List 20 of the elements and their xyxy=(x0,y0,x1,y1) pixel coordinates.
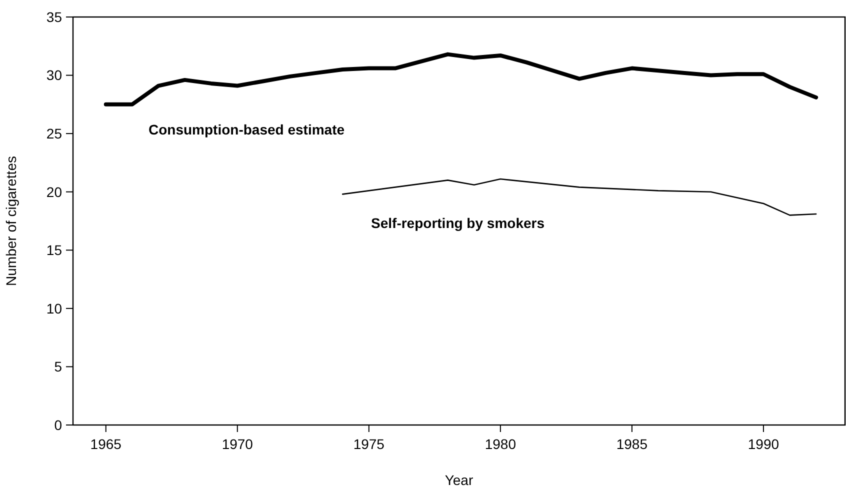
series-label: Self-reporting by smokers xyxy=(371,215,545,232)
y-tick-label: 25 xyxy=(46,125,62,142)
x-tick-label: 1970 xyxy=(222,436,254,452)
line-series xyxy=(342,178,817,216)
x-axis-title: Year xyxy=(444,472,474,488)
x-tick-label: 1975 xyxy=(353,436,385,452)
y-tick-label: 5 xyxy=(54,358,62,375)
x-tick-label: 1965 xyxy=(90,436,122,452)
series-label: Consumption-based estimate xyxy=(148,121,345,138)
x-tick-label: 1980 xyxy=(484,436,516,452)
y-tick-label: 30 xyxy=(46,67,62,84)
x-tick-label: 1990 xyxy=(748,436,780,452)
x-tick-label: 1985 xyxy=(616,436,648,452)
line-series xyxy=(104,52,818,106)
y-tick-label: 0 xyxy=(54,416,62,433)
y-tick-label: 10 xyxy=(46,300,62,316)
y-axis-title: Number of cigarettes xyxy=(3,156,19,286)
y-tick-label: 15 xyxy=(46,242,62,258)
y-tick-label: 20 xyxy=(46,184,62,200)
y-tick-label: 35 xyxy=(46,8,62,25)
